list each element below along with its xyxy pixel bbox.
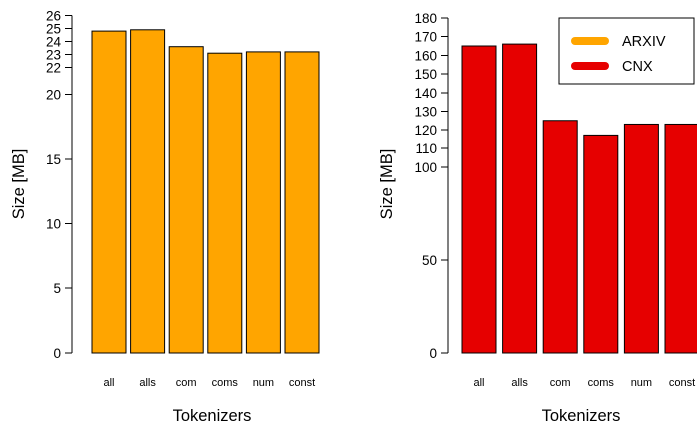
bar-num: [623, 123, 659, 354]
y-tick-label: 0: [53, 346, 61, 361]
x-tick-label: num: [253, 377, 274, 389]
x-tick-label: com: [550, 377, 571, 389]
legend-box: [558, 17, 695, 85]
x-axis-label: Tokenizers: [173, 407, 252, 425]
y-tick-label: 120: [414, 123, 437, 138]
bar-num: [245, 51, 281, 354]
y-tick-label: 130: [414, 105, 437, 120]
bar-com: [542, 120, 578, 354]
y-tick-label: 24: [46, 35, 62, 50]
x-tick-label: all: [103, 377, 114, 389]
legend-label: ARXIV: [622, 34, 666, 50]
y-tick-label: 100: [414, 160, 437, 175]
x-tick-label: coms: [212, 377, 239, 389]
y-tick-label: 10: [46, 217, 61, 232]
y-tick-label: 150: [414, 67, 437, 82]
x-tick-label: const: [289, 377, 315, 389]
bar-all: [461, 45, 497, 354]
x-tick-label: alls: [511, 377, 528, 389]
bar-coms: [583, 134, 619, 354]
y-axis-label: Size [MB]: [10, 149, 28, 220]
y-tick-label: 160: [414, 49, 437, 64]
x-tick-label: alls: [139, 377, 156, 389]
y-tick-label: 170: [414, 30, 437, 45]
legend-label: CNX: [622, 59, 653, 75]
y-tick-label: 20: [46, 88, 61, 103]
y-tick-label: 5: [53, 281, 61, 296]
x-tick-label: const: [669, 377, 695, 389]
bar-alls: [130, 29, 166, 354]
x-tick-label: num: [631, 377, 652, 389]
bar-alls: [502, 43, 538, 354]
y-tick-label: 0: [429, 346, 437, 361]
x-tick-label: all: [473, 377, 484, 389]
y-tick-label: 25: [46, 22, 61, 37]
bar-all: [91, 30, 127, 354]
x-tick-label: coms: [588, 377, 615, 389]
x-axis-label: Tokenizers: [542, 407, 621, 425]
x-tick-label: com: [176, 377, 197, 389]
bar-com: [168, 46, 204, 354]
y-tick-label: 22: [46, 61, 61, 76]
bar-coms: [207, 52, 243, 354]
y-tick-label: 23: [46, 48, 61, 63]
y-axis-label: Size [MB]: [378, 149, 396, 220]
cnx-size-chart: 0 50 100 110 120 130 140 150 160 170 180 all alls com…: [378, 11, 697, 425]
y-tick-label: 140: [414, 86, 437, 101]
bar-const: [664, 123, 697, 354]
y-tick-label: 15: [46, 152, 61, 167]
y-tick-label: 180: [414, 11, 437, 26]
y-tick-label: 50: [422, 253, 437, 268]
y-tick-label: 26: [46, 9, 61, 24]
y-tick-label: 110: [415, 141, 437, 156]
bar-const: [284, 51, 320, 354]
legend: ARXIV CNX: [558, 17, 695, 85]
